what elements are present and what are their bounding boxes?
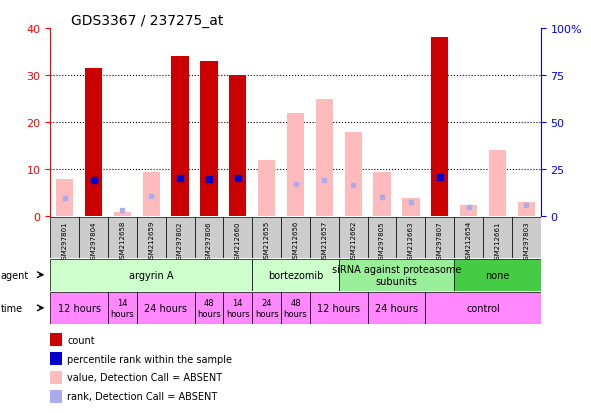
Bar — [200, 62, 217, 217]
Bar — [252, 292, 281, 324]
Bar — [252, 259, 339, 291]
Bar — [339, 218, 368, 258]
Text: 24 hours: 24 hours — [144, 303, 187, 313]
Bar — [397, 218, 426, 258]
Bar — [108, 218, 137, 258]
Text: GSM212657: GSM212657 — [322, 221, 327, 263]
Bar — [165, 218, 194, 258]
Text: GSM297806: GSM297806 — [206, 221, 212, 263]
Text: rank, Detection Call = ABSENT: rank, Detection Call = ABSENT — [67, 392, 217, 401]
Bar — [310, 292, 368, 324]
Bar — [50, 352, 62, 365]
Text: 48
hours: 48 hours — [284, 299, 307, 318]
Bar — [50, 259, 252, 291]
Bar — [345, 132, 362, 217]
Bar — [518, 203, 535, 217]
Bar — [194, 218, 223, 258]
Bar — [258, 160, 275, 217]
Bar — [223, 292, 252, 324]
Text: argyrin A: argyrin A — [129, 270, 174, 280]
Text: 48
hours: 48 hours — [197, 299, 221, 318]
Text: GSM212655: GSM212655 — [264, 221, 269, 263]
Text: 24
hours: 24 hours — [255, 299, 278, 318]
Bar — [113, 212, 131, 217]
Text: GSM212662: GSM212662 — [350, 221, 356, 263]
Text: agent: agent — [1, 270, 29, 280]
Text: GSM297801: GSM297801 — [61, 221, 67, 263]
Bar — [454, 259, 541, 291]
Bar — [50, 334, 62, 346]
Bar — [229, 76, 246, 217]
Text: GSM297803: GSM297803 — [524, 221, 530, 263]
Bar — [512, 218, 541, 258]
Bar — [368, 292, 426, 324]
Bar — [56, 179, 73, 217]
Bar — [223, 218, 252, 258]
Text: GSM212661: GSM212661 — [495, 221, 501, 263]
Bar — [489, 151, 506, 217]
Bar — [287, 114, 304, 217]
Text: 24 hours: 24 hours — [375, 303, 418, 313]
Text: GSM297802: GSM297802 — [177, 221, 183, 263]
Text: GSM212656: GSM212656 — [293, 221, 298, 263]
Text: siRNA against proteasome
subunits: siRNA against proteasome subunits — [332, 264, 461, 286]
Text: 14
hours: 14 hours — [111, 299, 134, 318]
Text: GSM212660: GSM212660 — [235, 221, 241, 263]
Text: GSM297807: GSM297807 — [437, 221, 443, 263]
Bar — [426, 292, 541, 324]
Bar — [281, 218, 310, 258]
Bar — [374, 172, 391, 217]
Bar — [50, 292, 108, 324]
Text: GSM212663: GSM212663 — [408, 221, 414, 263]
Text: count: count — [67, 335, 95, 345]
Bar — [50, 390, 62, 403]
Text: control: control — [466, 303, 500, 313]
Text: GSM212654: GSM212654 — [466, 221, 472, 263]
Bar — [281, 292, 310, 324]
Bar — [79, 218, 108, 258]
Bar — [460, 205, 478, 217]
Text: 12 hours: 12 hours — [57, 303, 100, 313]
Bar — [310, 218, 339, 258]
Bar — [426, 218, 454, 258]
Text: GSM297805: GSM297805 — [379, 221, 385, 263]
Text: bortezomib: bortezomib — [268, 270, 323, 280]
Text: none: none — [485, 270, 509, 280]
Bar — [252, 218, 281, 258]
Bar — [483, 218, 512, 258]
Text: GSM212658: GSM212658 — [119, 221, 125, 263]
Bar — [85, 69, 102, 217]
Text: GSM297804: GSM297804 — [90, 221, 96, 263]
Bar — [194, 292, 223, 324]
Bar — [431, 38, 449, 217]
Bar — [171, 57, 189, 217]
Bar — [137, 218, 165, 258]
Text: 14
hours: 14 hours — [226, 299, 249, 318]
Text: time: time — [1, 303, 22, 313]
Bar — [368, 218, 397, 258]
Bar — [108, 292, 137, 324]
Text: GDS3367 / 237275_at: GDS3367 / 237275_at — [71, 14, 223, 28]
Text: 12 hours: 12 hours — [317, 303, 361, 313]
Bar — [142, 172, 160, 217]
Bar — [50, 371, 62, 384]
Bar — [454, 218, 483, 258]
Bar — [316, 100, 333, 217]
Text: value, Detection Call = ABSENT: value, Detection Call = ABSENT — [67, 373, 223, 382]
Bar — [137, 292, 194, 324]
Bar — [339, 259, 454, 291]
Text: GSM212659: GSM212659 — [148, 221, 154, 263]
Bar — [50, 218, 79, 258]
Bar — [402, 198, 420, 217]
Text: percentile rank within the sample: percentile rank within the sample — [67, 354, 232, 363]
